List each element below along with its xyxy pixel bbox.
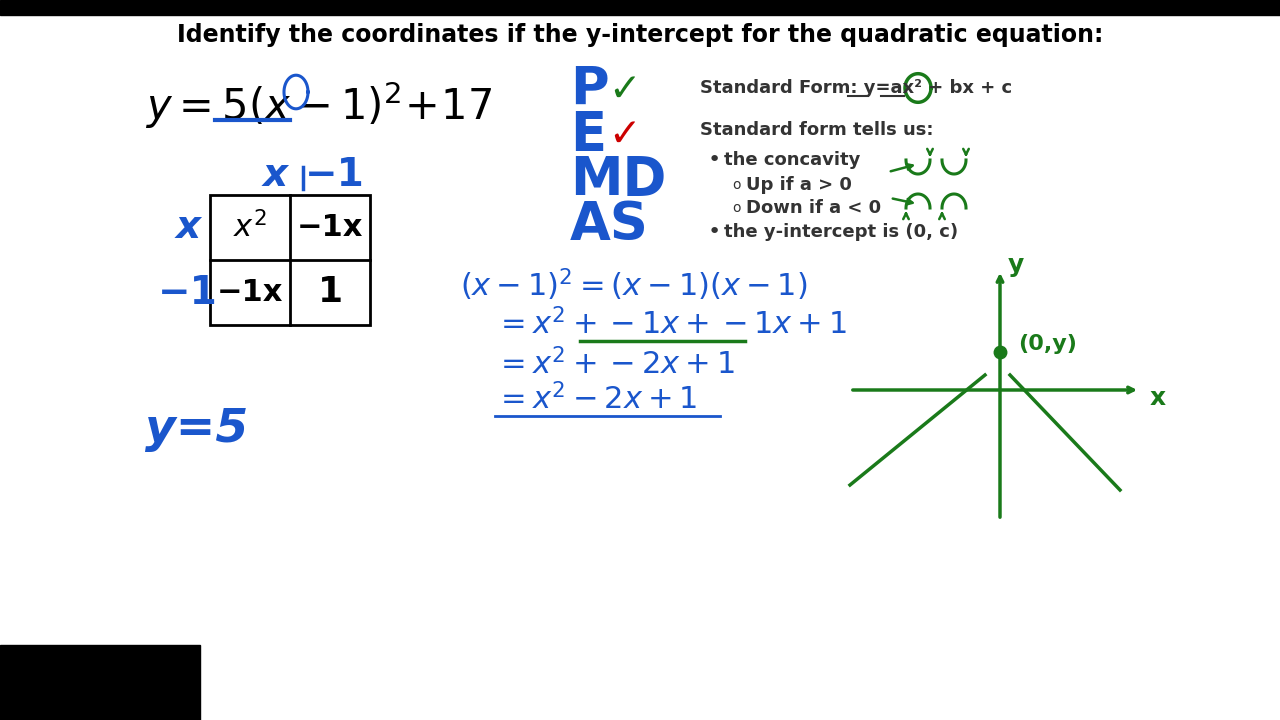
Text: SCREENCAST: SCREENCAST (18, 680, 211, 706)
Text: P: P (570, 64, 608, 116)
Text: $x^2$: $x^2$ (233, 211, 266, 244)
Text: MD: MD (570, 154, 667, 206)
Text: Up if a > 0: Up if a > 0 (746, 176, 852, 194)
Text: ✓: ✓ (608, 116, 640, 154)
Bar (0, 0, 1280, 15)
Text: $= x^{2}-2x+1$: $= x^{2}-2x+1$ (495, 384, 698, 416)
Text: E: E (570, 109, 605, 161)
Text: −1x: −1x (216, 278, 283, 307)
Text: the concavity: the concavity (724, 151, 860, 169)
Text: Identify the coordinates if the y-intercept for the quadratic equation:: Identify the coordinates if the y-interc… (177, 23, 1103, 47)
Text: 1: 1 (317, 276, 343, 310)
Text: •: • (708, 150, 721, 170)
Text: ✓: ✓ (608, 71, 640, 109)
Text: $y = 5(x - 1)^{2}\!+\!17$: $y = 5(x - 1)^{2}\!+\!17$ (145, 79, 492, 131)
Text: x: x (262, 156, 288, 194)
Text: •: • (708, 222, 721, 242)
Text: (0,y): (0,y) (1018, 334, 1076, 354)
Text: Standard form tells us:: Standard form tells us: (700, 121, 933, 139)
Text: y: y (1009, 253, 1024, 277)
Text: Recorded with: Recorded with (22, 656, 101, 666)
Text: $(x-1)^{2}=(x-1)(x-1)$: $(x-1)^{2}=(x-1)(x-1)$ (460, 266, 808, 303)
Text: AS: AS (570, 199, 649, 251)
Bar (0, 645, 200, 720)
Text: −1x: −1x (297, 213, 364, 242)
Text: o: o (732, 178, 741, 192)
Text: y=5: y=5 (145, 408, 248, 452)
Text: o: o (732, 201, 741, 215)
Text: −1: −1 (159, 274, 218, 312)
Text: x: x (1149, 386, 1166, 410)
Text: −1: −1 (305, 156, 365, 194)
Text: Down if a < 0: Down if a < 0 (746, 199, 881, 217)
Text: the y-intercept is (0, c): the y-intercept is (0, c) (724, 223, 959, 241)
Bar (210, 195, 370, 325)
Text: $= x^{2}+-2x+1$: $= x^{2}+-2x+1$ (495, 348, 735, 382)
Text: $= x^{2}+-1x+-1x+1$: $= x^{2}+-1x+-1x+1$ (495, 309, 847, 341)
Text: MATIC: MATIC (168, 680, 260, 706)
Text: x: x (175, 209, 201, 246)
Text: Standard Form: y=ax² + bx + c: Standard Form: y=ax² + bx + c (700, 79, 1012, 97)
